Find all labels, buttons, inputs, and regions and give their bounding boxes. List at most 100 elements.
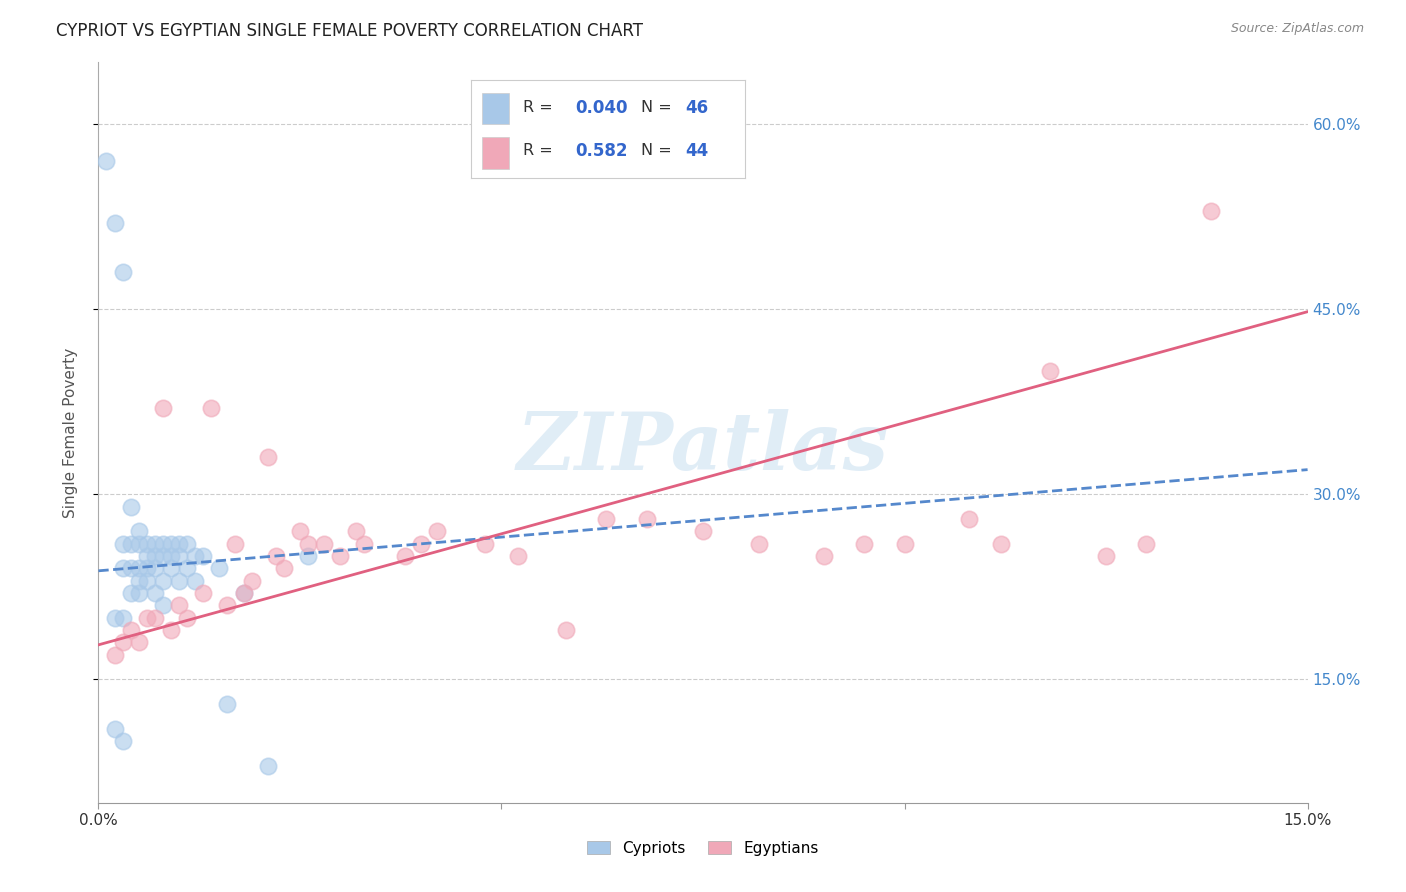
Point [297,536,319,550]
Point [160,623,183,637]
Point [152,549,174,563]
Point [111,635,134,649]
Point [176,536,198,550]
Point [256,450,278,465]
Point [1039,364,1062,378]
Point [120,536,142,550]
Point [128,561,150,575]
Point [193,549,215,563]
Point [143,610,166,624]
Point [152,401,174,415]
Point [167,574,190,588]
Point [394,549,416,563]
Point [143,586,166,600]
Point [160,536,183,550]
Text: ZIPatlas: ZIPatlas [517,409,889,486]
Text: N =: N = [641,144,672,159]
Point [748,536,770,550]
Point [264,549,287,563]
Text: 46: 46 [685,99,709,117]
Point [692,524,714,539]
Point [120,623,142,637]
Point [167,599,190,613]
Point [152,536,174,550]
Legend: Cypriots, Egyptians: Cypriots, Egyptians [581,835,825,862]
Point [990,536,1012,550]
Point [152,599,174,613]
Point [135,610,157,624]
Point [208,561,231,575]
Point [128,586,150,600]
Point [143,561,166,575]
Point [160,549,183,563]
Point [128,524,150,539]
Point [426,524,449,539]
Point [474,536,496,550]
Point [273,561,295,575]
Point [329,549,352,563]
Point [409,536,432,550]
Point [184,549,207,563]
Point [314,536,336,550]
FancyBboxPatch shape [482,93,509,124]
Point [288,524,311,539]
Text: CYPRIOT VS EGYPTIAN SINGLE FEMALE POVERTY CORRELATION CHART: CYPRIOT VS EGYPTIAN SINGLE FEMALE POVERT… [56,22,643,40]
FancyBboxPatch shape [482,137,509,169]
Point [120,586,142,600]
Point [344,524,367,539]
Point [120,500,142,514]
Point [256,758,278,772]
Point [200,401,222,415]
Text: 0.582: 0.582 [575,142,627,160]
Point [111,561,134,575]
Point [135,536,157,550]
Point [135,561,157,575]
Point [1199,203,1222,218]
Point [120,561,142,575]
Point [152,574,174,588]
Text: 0.040: 0.040 [575,99,627,117]
Point [1135,536,1157,550]
Point [103,648,125,662]
Point [240,574,263,588]
Point [128,574,150,588]
Point [1095,549,1118,563]
Point [813,549,835,563]
Point [636,512,658,526]
Text: Source: ZipAtlas.com: Source: ZipAtlas.com [1230,22,1364,36]
Point [232,586,254,600]
Point [167,549,190,563]
Point [143,549,166,563]
Point [506,549,529,563]
Point [224,536,246,550]
Point [595,512,617,526]
Point [853,536,876,550]
Point [160,561,183,575]
Point [128,635,150,649]
Point [103,722,125,736]
Point [353,536,375,550]
Text: R =: R = [523,100,553,115]
Point [555,623,578,637]
Point [111,265,134,279]
Point [184,574,207,588]
Point [217,697,239,711]
Point [135,574,157,588]
Point [96,154,118,169]
Point [176,561,198,575]
Point [111,536,134,550]
Point [893,536,915,550]
Text: N =: N = [641,100,672,115]
Point [957,512,980,526]
Point [232,586,254,600]
Text: R =: R = [523,144,553,159]
Point [111,610,134,624]
Point [111,734,134,748]
Point [167,536,190,550]
Point [193,586,215,600]
Point [143,536,166,550]
Point [217,599,239,613]
Point [176,610,198,624]
Point [128,536,150,550]
Y-axis label: Single Female Poverty: Single Female Poverty [63,348,77,517]
